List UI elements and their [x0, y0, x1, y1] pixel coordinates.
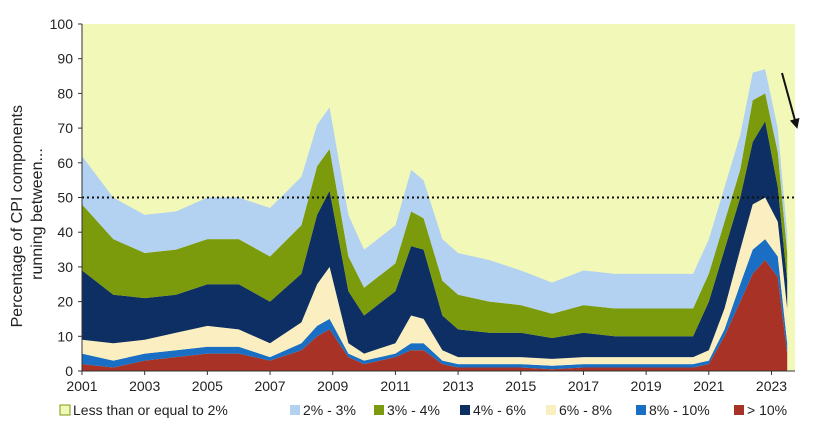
- y-tick-label: 10: [57, 328, 73, 344]
- y-tick-label: 90: [57, 51, 73, 67]
- y-tick-label: 50: [57, 190, 73, 206]
- y-axis-label: Percentage of CPI components running bet…: [9, 101, 46, 328]
- legend-label: Less than or equal to 2%: [73, 402, 228, 418]
- y-tick-label: 70: [57, 120, 73, 136]
- x-tick-label: 2017: [568, 378, 599, 394]
- area-series-3: [82, 121, 788, 359]
- area-series-0: [82, 260, 788, 371]
- legend-swatch: [546, 405, 556, 415]
- legend-swatch: [734, 405, 744, 415]
- y-axis-label-line-1: Percentage of CPI components: [9, 105, 26, 327]
- legend-swatch: [59, 404, 71, 416]
- legend-swatch: [636, 405, 646, 415]
- legend-label: > 10%: [747, 402, 787, 418]
- arrow-down-right-icon: [781, 72, 800, 129]
- x-tick-label: 2013: [443, 378, 474, 394]
- x-tick-label: 2009: [317, 378, 348, 394]
- x-tick-label: 2023: [756, 378, 787, 394]
- x-tick-label: 2005: [192, 378, 223, 394]
- legend-label: 3% - 4%: [387, 402, 440, 418]
- y-tick-label: 80: [57, 85, 73, 101]
- x-tick-label: 2021: [693, 378, 724, 394]
- x-tick-labels: 2001 2003 2005 2007 2009 2011 2013 2015 2017 2019…: [66, 371, 787, 394]
- x-tick-label: 2011: [380, 378, 410, 394]
- y-tick-label: 20: [57, 294, 73, 310]
- area-series-1: [82, 239, 788, 370]
- arrow-annotation: [781, 72, 800, 129]
- legend-label: 2% - 3%: [303, 402, 356, 418]
- area-series-4: [82, 93, 788, 339]
- legend-swatch: [460, 405, 470, 415]
- area-series-6: [82, 24, 788, 283]
- legend-label: 4% - 6%: [473, 402, 526, 418]
- legend-label: 6% - 8%: [559, 402, 612, 418]
- area-series-2: [82, 197, 788, 366]
- legend-label: 8% - 10%: [649, 402, 710, 418]
- y-axis-label-line-2: running between...: [29, 148, 46, 280]
- y-tick-label: 100: [50, 16, 74, 32]
- x-tick-label: 2015: [505, 378, 536, 394]
- y-tick-label: 0: [65, 363, 73, 379]
- y-tick-label: 60: [57, 155, 73, 171]
- y-tick-labels: 0 10 20 30 40 50 60 70 80 90 100: [50, 16, 82, 379]
- y-tick-label: 40: [57, 224, 73, 240]
- legend-swatch: [290, 405, 300, 415]
- x-tick-label: 2003: [129, 378, 160, 394]
- y-tick-label: 30: [57, 259, 73, 275]
- area-series-group: [82, 24, 788, 371]
- x-tick-label: 2007: [254, 378, 285, 394]
- legend-swatch: [374, 405, 384, 415]
- legend: Less than or equal to 2% 2% - 3% 3% - 4% 4%…: [59, 402, 787, 418]
- x-tick-label: 2019: [631, 378, 662, 394]
- x-tick-label: 2001: [66, 378, 97, 394]
